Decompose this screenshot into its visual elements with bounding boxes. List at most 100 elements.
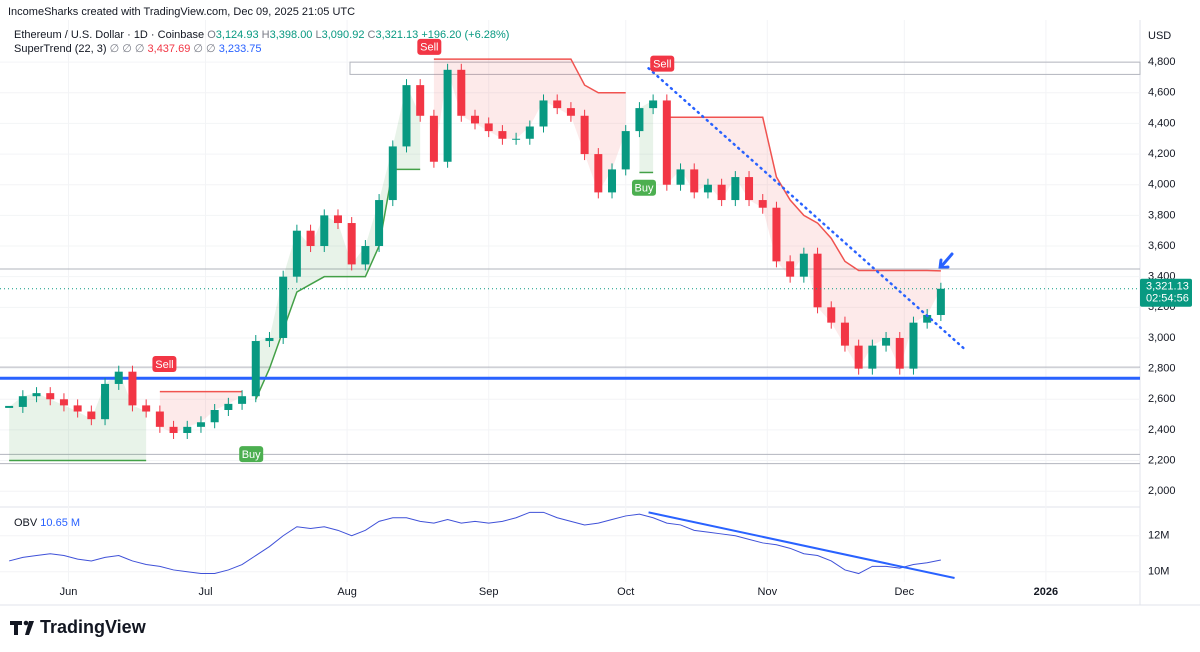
candle	[621, 131, 630, 170]
supertrend-value: 3,437.69	[147, 43, 191, 55]
signal-text: Sell	[653, 59, 671, 71]
signal-label	[152, 356, 177, 373]
watermark: IncomeSharks created with TradingView.co…	[8, 6, 356, 18]
candle	[895, 337, 904, 369]
signal-label	[417, 38, 442, 55]
candle	[731, 177, 740, 201]
candle	[375, 200, 384, 247]
x-tick-label: 2026	[1034, 586, 1058, 598]
y-tick-label: 3,600	[1148, 240, 1176, 252]
x-tick-label: Oct	[617, 586, 634, 598]
y-tick-label: 2,400	[1148, 424, 1176, 436]
y-tick-label: 4,600	[1148, 87, 1176, 99]
candle	[484, 123, 493, 132]
y-tick-label: 2,200	[1148, 454, 1176, 466]
candle	[402, 85, 411, 147]
candle	[854, 345, 863, 369]
candle	[279, 276, 288, 338]
candle	[608, 169, 617, 193]
candle	[471, 115, 479, 124]
candle	[183, 426, 192, 433]
supertrend-line	[666, 116, 941, 272]
last-price-label: 3,321.13	[1146, 281, 1189, 293]
supertrend-fill	[159, 391, 243, 433]
candle	[224, 403, 233, 410]
candle	[142, 405, 151, 412]
candle	[635, 108, 644, 132]
supertrend-fill	[666, 117, 941, 369]
candle	[840, 322, 849, 346]
candle	[18, 396, 27, 407]
obv-value: 10.65 M	[40, 517, 81, 529]
candle	[196, 422, 205, 427]
candle	[717, 184, 726, 201]
candle	[539, 100, 548, 127]
candle	[813, 253, 822, 308]
candle	[703, 184, 712, 193]
candle	[827, 307, 836, 323]
candle	[580, 115, 589, 155]
candle	[786, 261, 795, 277]
candle	[114, 371, 123, 384]
candle	[46, 393, 55, 400]
symbol: Ethereum / U.S. Dollar · 1D · Coinbase	[14, 29, 205, 41]
candle	[512, 138, 521, 140]
supertrend-blank: ∅ ∅ ∅	[109, 43, 145, 55]
obv-tick-label: 10M	[1148, 566, 1169, 578]
obv-tick-label: 12M	[1148, 530, 1169, 542]
legend-c-label: C	[367, 29, 376, 41]
signal-text: Sell	[155, 359, 173, 371]
signal-label	[239, 446, 264, 463]
x-tick-label: Aug	[337, 586, 357, 598]
candle	[758, 200, 767, 208]
candle	[128, 371, 137, 406]
supertrend-name: SuperTrend (22, 3)	[14, 43, 107, 55]
candle	[676, 169, 685, 185]
supertrend-blank: ∅ ∅	[193, 43, 216, 55]
candle	[155, 411, 164, 427]
supertrend-fill	[255, 85, 421, 400]
candle	[909, 322, 918, 369]
candle	[59, 399, 68, 406]
y-tick-label: 2,600	[1148, 393, 1176, 405]
candle	[361, 246, 370, 265]
candle	[868, 345, 877, 369]
candle	[347, 223, 356, 265]
legend-change: +196.20 (+6.28%)	[421, 29, 510, 41]
candle	[566, 108, 575, 116]
tradingview-logo-mark	[10, 620, 34, 635]
y-tick-label: 3,800	[1148, 209, 1176, 221]
candle	[772, 207, 781, 262]
x-tick-label: Nov	[758, 586, 778, 598]
x-tick-label: Jul	[198, 586, 212, 598]
last-price-tag	[1140, 278, 1192, 307]
candle	[73, 405, 82, 412]
candle	[457, 69, 466, 116]
ohlc-legend: Ethereum / U.S. Dollar · 1D · Coinbase O…	[14, 29, 509, 41]
candle	[32, 393, 41, 397]
candle	[333, 215, 342, 224]
supertrend-line	[433, 58, 626, 94]
y-tick-label: 2,000	[1148, 485, 1176, 497]
y-tick-label: 2,800	[1148, 363, 1176, 375]
obv-line	[9, 511, 941, 575]
signal-label	[650, 55, 675, 72]
y-tick-label: 3,000	[1148, 332, 1176, 344]
legend-o-label: O	[207, 29, 216, 41]
candle	[429, 115, 438, 162]
legend-o: 3,124.93	[215, 29, 259, 41]
range-box	[349, 61, 1141, 75]
signal-text: Sell	[420, 42, 438, 54]
candle	[416, 85, 425, 116]
arrow-annotation	[938, 252, 954, 270]
candle	[745, 177, 754, 201]
x-tick-label: Dec	[895, 586, 915, 598]
trendline	[647, 67, 965, 350]
candle	[443, 69, 452, 162]
candle	[594, 154, 603, 193]
candle	[690, 169, 699, 193]
candle	[882, 337, 891, 346]
candle	[388, 146, 397, 201]
obv-legend: OBV 10.65 M	[14, 517, 80, 529]
candle	[936, 288, 945, 315]
